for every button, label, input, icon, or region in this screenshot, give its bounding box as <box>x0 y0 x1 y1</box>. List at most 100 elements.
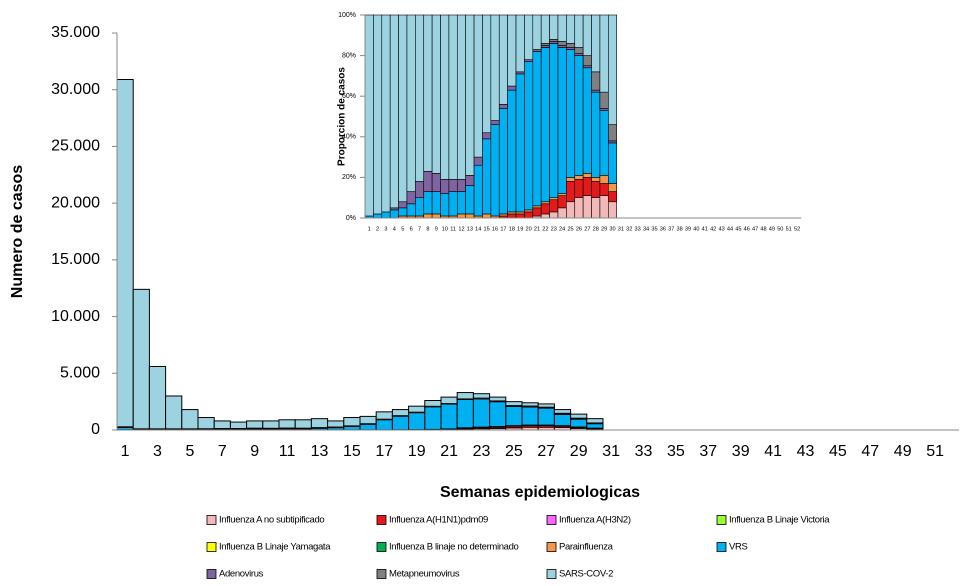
bar-segment <box>294 419 312 429</box>
bar-segment <box>507 85 517 91</box>
x-tick-label: 32 <box>626 226 632 232</box>
x-tick-label: 5 <box>185 443 194 460</box>
bar-segment <box>398 201 408 209</box>
x-tick-label: 25 <box>505 443 523 460</box>
legend-swatch <box>376 569 387 579</box>
bar-segment <box>448 14 458 180</box>
x-tick-label: 51 <box>926 443 944 460</box>
bar-segment <box>327 420 345 428</box>
bar-segment <box>381 14 391 213</box>
bar-segment <box>599 195 609 219</box>
bar-segment <box>532 207 542 217</box>
x-tick-label: 29 <box>570 443 588 460</box>
x-axis-title: Semanas epidemiologicas <box>440 484 640 501</box>
y-tick-label: 60% <box>342 93 356 100</box>
bar-segment <box>557 14 567 42</box>
bar-segment <box>482 138 492 215</box>
bar-segment <box>473 14 483 158</box>
x-tick-label: 37 <box>668 226 674 232</box>
bar-segment <box>310 418 329 429</box>
bar-segment <box>408 412 426 431</box>
legend-swatch <box>546 515 557 525</box>
bar-segment <box>566 181 576 203</box>
bar-segment <box>524 211 534 219</box>
bar-segment <box>574 55 584 176</box>
x-tick-label: 9 <box>435 226 438 232</box>
x-tick-label: 14 <box>475 226 481 232</box>
x-tick-label: 17 <box>375 443 393 460</box>
bar-segment <box>599 175 609 184</box>
bar-segment <box>490 120 500 125</box>
x-tick-label: 46 <box>744 226 750 232</box>
bar-segment <box>549 41 559 44</box>
bar-segment <box>582 55 592 67</box>
y-tick-label: 5.000 <box>60 365 100 382</box>
bar-segment <box>373 14 383 215</box>
x-tick-label: 49 <box>769 226 775 232</box>
bar-segment <box>521 402 539 407</box>
bar-segment <box>359 415 377 425</box>
bar-segment <box>608 191 617 203</box>
bar-segment <box>343 425 361 431</box>
bar-segment <box>440 179 450 194</box>
bar-segment <box>608 124 617 142</box>
x-tick-label: 45 <box>735 226 741 232</box>
x-tick-label: 27 <box>537 443 555 460</box>
bar-segment <box>373 213 383 219</box>
bar-segment <box>566 49 576 178</box>
x-tick-label: 21 <box>534 226 540 232</box>
x-tick-label: 10 <box>442 226 448 232</box>
bar-segment <box>591 89 601 93</box>
y-axis-title: Numero de casos <box>9 165 26 298</box>
legend-label: Adenovirus <box>219 569 264 580</box>
bar-segment <box>549 211 559 219</box>
bar-segment <box>599 108 609 111</box>
bar-segment <box>473 164 483 217</box>
bar-segment <box>537 403 555 408</box>
x-tick-label: 18 <box>509 226 515 232</box>
bar-segment <box>381 211 391 219</box>
y-tick-label: 20% <box>342 174 356 181</box>
bar-segment <box>553 409 572 414</box>
bar-segment <box>582 195 592 219</box>
y-tick-label: 10.000 <box>51 308 100 325</box>
bar-segment <box>532 51 542 207</box>
x-tick-label: 47 <box>861 443 879 460</box>
x-tick-label: 7 <box>218 443 227 460</box>
bar-segment <box>507 211 517 215</box>
bar-segment <box>391 409 410 417</box>
x-tick-label: 33 <box>635 226 641 232</box>
bar-segment <box>456 213 466 219</box>
bar-segment <box>540 14 550 44</box>
bar-segment <box>574 175 584 180</box>
bar-segment <box>364 14 374 217</box>
bar-segment <box>165 395 183 430</box>
bar-segment <box>557 193 567 196</box>
bar-segment <box>440 396 458 405</box>
x-tick-label: 15 <box>343 443 361 460</box>
bar-segment <box>375 419 393 431</box>
x-tick-label: 35 <box>667 443 685 460</box>
bar-segment <box>498 14 508 105</box>
x-tick-label: 38 <box>677 226 683 232</box>
bar-segment <box>557 45 567 48</box>
x-tick-label: 43 <box>797 443 815 460</box>
bar-segment <box>424 400 442 407</box>
legend-swatch <box>376 515 387 525</box>
x-tick-label: 24 <box>559 226 565 232</box>
bar-segment <box>574 197 584 219</box>
legend-label: Influenza B Linaje Yamagata <box>219 542 331 553</box>
bar-segment <box>608 183 617 192</box>
bar-segment <box>406 191 416 205</box>
bar-segment <box>498 213 508 217</box>
x-tick-label: 16 <box>492 226 498 232</box>
x-tick-label: 43 <box>718 226 724 232</box>
bar-segment <box>549 14 559 40</box>
bar-segment <box>515 213 525 219</box>
bar-segment <box>591 91 601 178</box>
bar-segment <box>582 173 592 178</box>
bar-segment <box>540 201 550 205</box>
x-tick-label: 23 <box>551 226 557 232</box>
x-tick-label: 19 <box>408 443 426 460</box>
